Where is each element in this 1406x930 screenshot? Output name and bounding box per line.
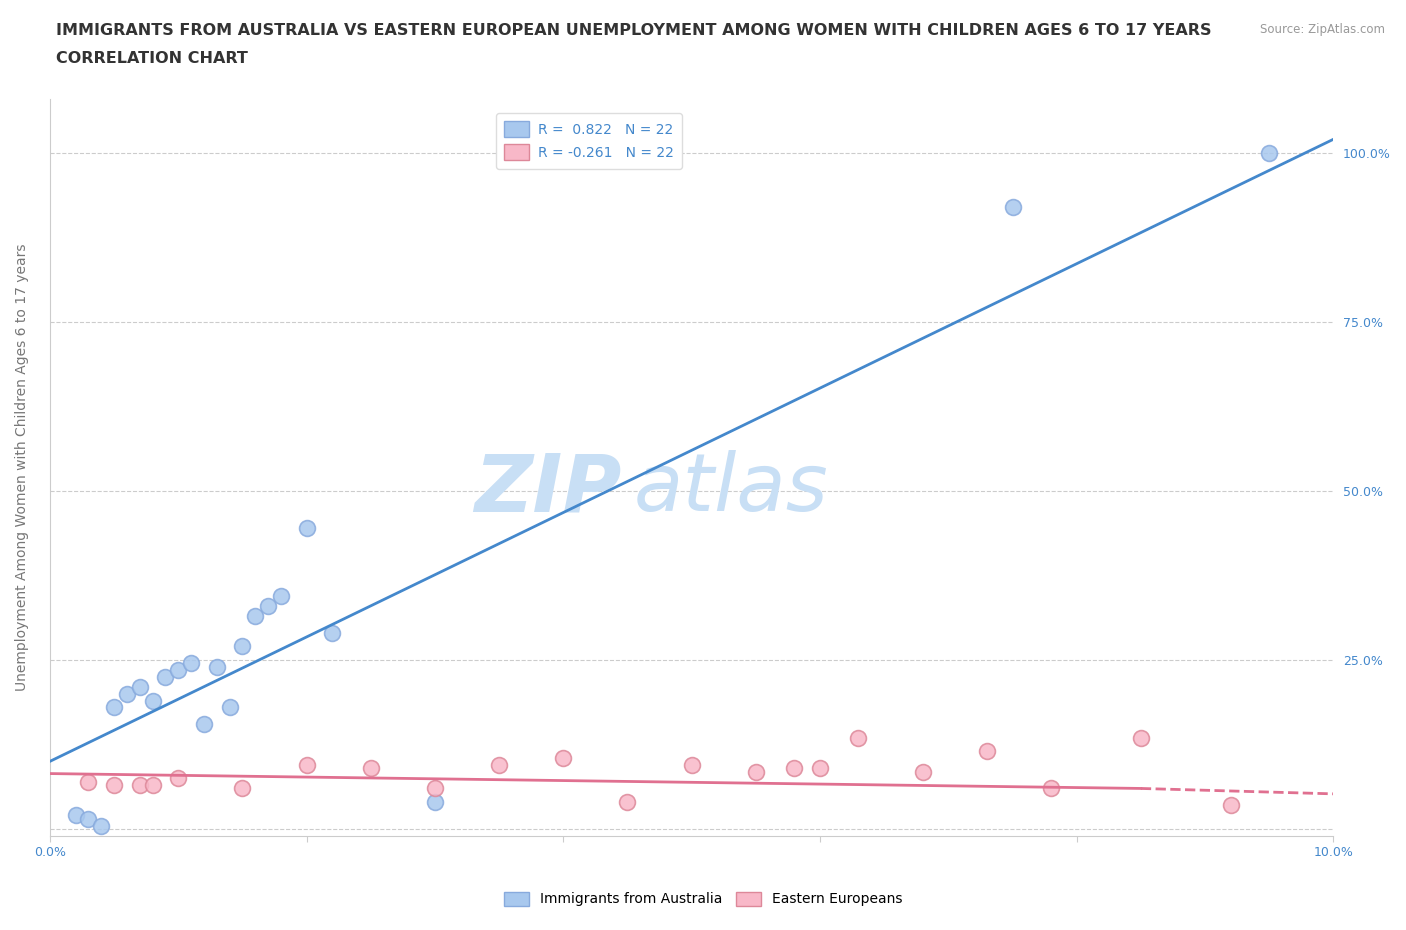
Point [65,808,87,823]
Text: IMMIGRANTS FROM AUSTRALIA VS EASTERN EUROPEAN UNEMPLOYMENT AMONG WOMEN WITH CHIL: IMMIGRANTS FROM AUSTRALIA VS EASTERN EUR… [56,23,1212,38]
Point [77,775,100,790]
Point [321,626,343,641]
Point [167,771,190,786]
Point [231,639,253,654]
Point [141,693,163,708]
Point [808,761,831,776]
Legend: R =  0.822   N = 22, R = -0.261   N = 22: R = 0.822 N = 22, R = -0.261 N = 22 [496,113,682,168]
Text: Source: ZipAtlas.com: Source: ZipAtlas.com [1260,23,1385,36]
Point [1219,798,1241,813]
Text: CORRELATION CHART: CORRELATION CHART [56,51,247,66]
Point [976,744,998,759]
Point [423,781,446,796]
Point [783,761,806,776]
Point [167,663,190,678]
Point [745,764,768,779]
Point [141,777,163,792]
Text: ZIP: ZIP [474,450,621,528]
Point [270,589,292,604]
Point [360,761,382,776]
Point [77,812,100,827]
Point [1040,781,1063,796]
Point [295,757,318,772]
Point [245,608,267,623]
Y-axis label: Unemployment Among Women with Children Ages 6 to 17 years: Unemployment Among Women with Children A… [15,244,30,691]
Point [1258,145,1281,160]
Point [193,717,215,732]
Text: atlas: atlas [634,450,828,528]
Point [488,757,510,772]
Point [257,598,280,613]
Point [205,659,228,674]
Point [423,794,446,809]
Point [128,777,150,792]
Point [616,794,638,809]
Point [1129,730,1152,745]
Point [155,670,177,684]
Point [553,751,575,765]
Point [180,656,202,671]
Legend: Immigrants from Australia, Eastern Europeans: Immigrants from Australia, Eastern Europ… [498,886,908,912]
Point [218,700,240,715]
Point [681,757,703,772]
Point [115,686,138,701]
Point [1001,199,1024,214]
Point [911,764,934,779]
Point [103,700,125,715]
Point [848,730,870,745]
Point [128,680,150,695]
Point [295,521,318,536]
Point [103,777,125,792]
Point [90,818,112,833]
Point [231,781,253,796]
